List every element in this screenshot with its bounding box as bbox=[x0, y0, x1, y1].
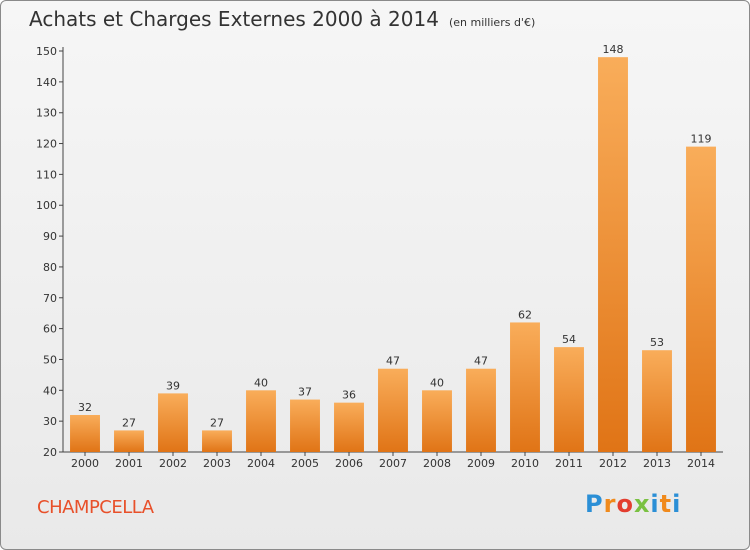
bar-value-label: 47 bbox=[386, 355, 400, 368]
x-tick-label: 2003 bbox=[203, 457, 231, 470]
proxiti-logo[interactable]: Proxiti bbox=[585, 490, 681, 518]
bar bbox=[290, 399, 320, 452]
x-tick-label: 2005 bbox=[291, 457, 319, 470]
bar-value-label: 54 bbox=[562, 333, 576, 346]
y-tick-label: 60 bbox=[43, 323, 57, 336]
bar-value-label: 47 bbox=[474, 355, 488, 368]
bar-value-label: 62 bbox=[518, 308, 532, 321]
y-tick-label: 70 bbox=[43, 292, 57, 305]
chart-unit: (en milliers d'€) bbox=[448, 16, 536, 29]
bar-value-label: 27 bbox=[210, 416, 224, 429]
bar-value-label: 40 bbox=[254, 376, 268, 389]
x-tick-label: 2010 bbox=[511, 457, 539, 470]
y-tick-label: 50 bbox=[43, 353, 57, 366]
bar bbox=[554, 347, 584, 452]
bar-value-label: 40 bbox=[430, 376, 444, 389]
bar bbox=[114, 430, 144, 452]
logo-letter: i bbox=[650, 490, 660, 518]
data-labels: 32 27 39 27 40 37 36 47 40 47 62 54 148 53 119 bbox=[78, 43, 712, 429]
bar bbox=[334, 402, 364, 452]
y-tick-label: 150 bbox=[36, 45, 57, 58]
bar bbox=[422, 390, 452, 452]
y-tick-label: 100 bbox=[36, 199, 57, 212]
y-tick-label: 140 bbox=[36, 76, 57, 89]
x-tick-label: 2012 bbox=[599, 457, 627, 470]
logo-letter: i bbox=[672, 490, 682, 518]
logo-letter: x bbox=[633, 490, 651, 518]
x-tick-label: 2007 bbox=[379, 457, 407, 470]
bars bbox=[70, 57, 716, 453]
y-tick-label: 110 bbox=[36, 168, 57, 181]
x-tick-label: 2008 bbox=[423, 457, 451, 470]
bar bbox=[598, 57, 628, 453]
chart-title: Achats et Charges Externes 2000 à 2014 (e… bbox=[29, 7, 535, 31]
bar bbox=[70, 414, 100, 452]
bar-value-label: 53 bbox=[650, 336, 664, 349]
y-tick-label: 30 bbox=[43, 415, 57, 428]
y-tick-label: 40 bbox=[43, 384, 57, 397]
x-tick-label: 2011 bbox=[555, 457, 583, 470]
bar-value-label: 39 bbox=[166, 379, 180, 392]
x-tick-label: 2006 bbox=[335, 457, 363, 470]
x-tick-label: 2002 bbox=[159, 457, 187, 470]
x-tick-label: 2009 bbox=[467, 457, 495, 470]
x-tick-label: 2014 bbox=[687, 457, 715, 470]
x-tick-label: 2000 bbox=[71, 457, 99, 470]
bar bbox=[686, 146, 716, 452]
y-tick-label: 130 bbox=[36, 107, 57, 120]
logo-letter: o bbox=[616, 490, 634, 518]
y-tick-label: 120 bbox=[36, 138, 57, 151]
x-tick-label: 2004 bbox=[247, 457, 275, 470]
bar bbox=[510, 322, 540, 452]
x-tick-label: 2013 bbox=[643, 457, 671, 470]
logo-letter: t bbox=[659, 490, 673, 518]
bar-value-label: 32 bbox=[78, 401, 92, 414]
bar-value-label: 37 bbox=[298, 386, 312, 399]
bar-value-label: 119 bbox=[691, 133, 712, 146]
y-tick-label: 90 bbox=[43, 230, 57, 243]
logo-letter: r bbox=[603, 490, 617, 518]
y-tick-label: 80 bbox=[43, 261, 57, 274]
axes: 20 30 40 50 60 70 80 90 100 110 120 130 140 150 2000 20… bbox=[36, 45, 723, 470]
bar bbox=[642, 350, 672, 452]
bar bbox=[202, 430, 232, 452]
bar bbox=[466, 368, 496, 452]
bar-value-label: 36 bbox=[342, 389, 356, 402]
commune-name: CHAMPCELLA bbox=[37, 497, 154, 518]
x-tick-label: 2001 bbox=[115, 457, 143, 470]
bar bbox=[378, 368, 408, 452]
y-tick-label: 20 bbox=[43, 446, 57, 459]
bar-value-label: 27 bbox=[122, 416, 136, 429]
chart-title-text: Achats et Charges Externes 2000 à 2014 bbox=[29, 7, 439, 31]
bar bbox=[158, 393, 188, 452]
bar bbox=[246, 390, 276, 452]
bar-value-label: 148 bbox=[603, 43, 624, 56]
logo-letter: P bbox=[585, 490, 604, 518]
